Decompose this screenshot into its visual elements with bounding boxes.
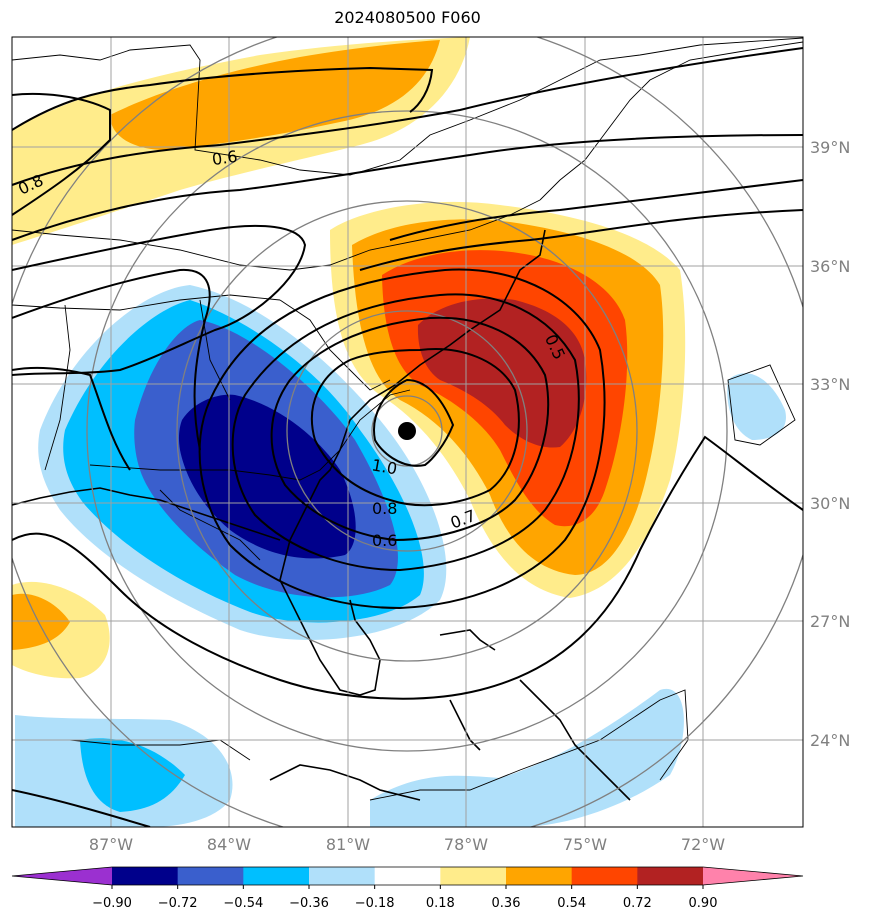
colorbar-tick-label: 0.36: [492, 896, 521, 911]
colorbar-tick-label: 0.90: [689, 896, 718, 911]
colorbar-segment: [309, 867, 376, 885]
colorbar-segment: [177, 867, 244, 885]
storm-center-dot: [398, 422, 416, 440]
colorbar-tick-label: 0.18: [426, 896, 455, 911]
lon-label: 78°W: [444, 835, 488, 854]
lon-label: 81°W: [326, 835, 370, 854]
coastlines: [12, 37, 803, 801]
colorbar-segment: [243, 867, 310, 885]
lon-label: 75°W: [563, 835, 607, 854]
range-rings: [12, 37, 803, 827]
colorbar-tick-label: 0.72: [623, 896, 652, 911]
coast-heavy: [12, 229, 631, 801]
contour-label: 0.6: [372, 531, 397, 550]
colorbar-tick-label: −0.72: [158, 896, 198, 911]
contour-label: 0.8: [372, 499, 397, 518]
colorbar: −0.90 −0.72 −0.54 −0.36 −0.18 0.18 0.36 0.54 0.7…: [11, 866, 804, 911]
lon-labels: 87°W 84°W 81°W 78°W 75°W 72°W: [89, 835, 725, 854]
lat-label: 33°N: [810, 375, 850, 394]
map-title: 2024080500 F060: [334, 8, 481, 27]
colorbar-tick-label: −0.18: [355, 896, 395, 911]
lat-label: 30°N: [810, 494, 850, 513]
lon-label: 72°W: [681, 835, 725, 854]
colorbar-tick-label: −0.36: [289, 896, 329, 911]
map-area: 0.8 0.6 1.0 0.8 0.7 0.6 0.5: [12, 37, 803, 827]
lat-label: 27°N: [810, 612, 850, 631]
colorbar-segment: [571, 867, 638, 885]
colorbar-segment: [112, 867, 179, 885]
colorbar-tick-label: −0.90: [92, 896, 132, 911]
lon-label: 87°W: [89, 835, 133, 854]
colorbar-segment: [637, 867, 704, 885]
colorbar-segment: [440, 867, 507, 885]
map-frame: [11, 36, 804, 828]
lat-labels: 39°N 36°N 33°N 30°N 27°N 24°N: [810, 138, 850, 750]
lat-label: 36°N: [810, 257, 850, 276]
graticule: [12, 37, 803, 827]
colorbar-tick-label: −0.54: [223, 896, 263, 911]
colorbar-extend-high: [703, 867, 803, 885]
lon-label: 84°W: [207, 835, 251, 854]
colorbar-tick-label: 0.54: [557, 896, 586, 911]
contour-label: 1.0: [370, 455, 398, 478]
colorbar-segment: [506, 867, 573, 885]
colorbar-segment: [374, 867, 441, 885]
contour-label: 0.6: [211, 147, 239, 169]
lat-label: 39°N: [810, 138, 850, 157]
shading-negative: [15, 285, 786, 827]
lat-label: 24°N: [810, 731, 850, 750]
colorbar-extend-low: [12, 867, 112, 885]
contour-lines: [12, 47, 803, 827]
